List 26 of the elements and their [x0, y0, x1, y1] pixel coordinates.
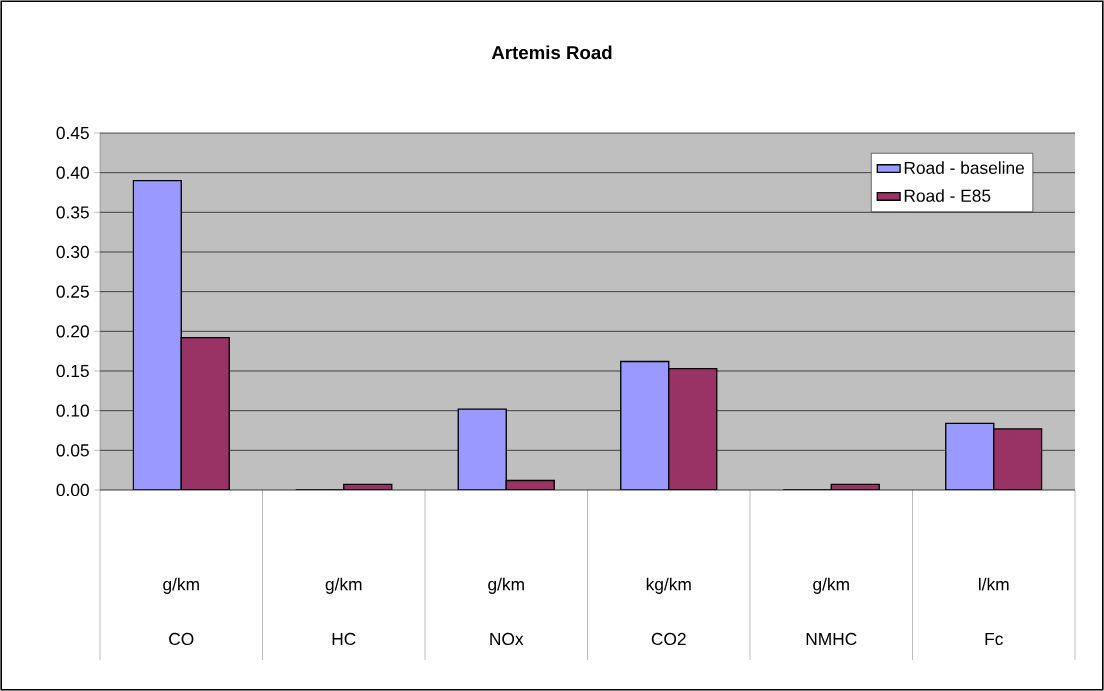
bar: [993, 428, 1043, 490]
category-label: kg/km CO2: [646, 577, 691, 646]
y-tick-label: 0.25: [56, 285, 89, 298]
bar: [945, 422, 995, 490]
category-label: g/km CO: [163, 577, 199, 646]
legend-label: Road - E85: [904, 189, 991, 202]
y-tick-label: 0.45: [56, 126, 89, 140]
category-label: l/km Fc: [979, 577, 1009, 646]
y-tick-label: 0.00: [56, 483, 89, 497]
bar: [620, 360, 670, 490]
category-label: g/km HC: [325, 577, 362, 646]
bar: [457, 408, 507, 490]
y-tick-label: 0.05: [56, 444, 89, 457]
y-tick-label: 0.20: [56, 325, 89, 338]
category-label: g/km NMHC: [806, 577, 857, 646]
bar: [668, 367, 718, 490]
legend-label: Road - baseline: [904, 161, 1024, 174]
bar: [180, 337, 230, 490]
chart-title: Artemis Road: [491, 45, 612, 60]
y-tick-label: 0.35: [56, 206, 89, 219]
y-tick-label: 0.30: [56, 245, 89, 259]
bar: [132, 179, 182, 490]
y-tick-label: 0.10: [56, 404, 89, 417]
category-label: g/km NOx: [488, 577, 524, 646]
y-tick-label: 0.40: [56, 166, 89, 179]
y-tick-label: 0.15: [56, 364, 89, 378]
